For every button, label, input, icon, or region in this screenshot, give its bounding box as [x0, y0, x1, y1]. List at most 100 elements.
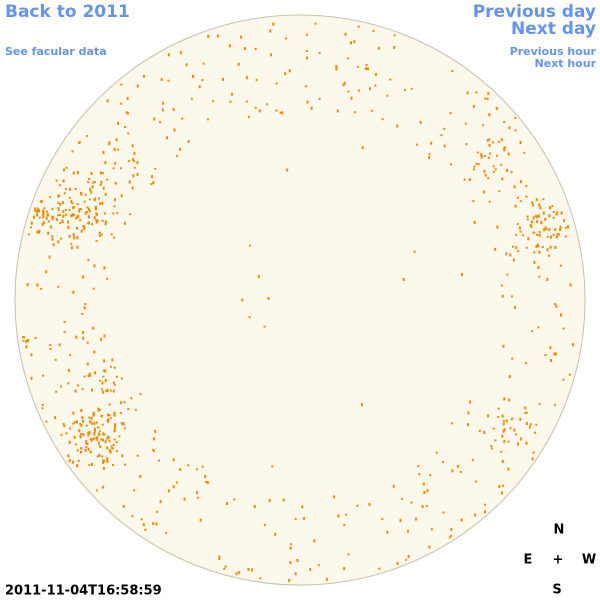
- facula: [564, 226, 567, 229]
- facula: [102, 432, 105, 436]
- facula: [249, 244, 251, 247]
- facula: [263, 524, 266, 527]
- facula: [524, 362, 527, 365]
- facula: [240, 35, 243, 39]
- facula: [74, 188, 77, 190]
- facula: [114, 423, 117, 427]
- facula: [79, 435, 82, 439]
- facula: [159, 500, 162, 504]
- facula: [218, 558, 221, 561]
- facula: [525, 411, 528, 414]
- facula: [70, 246, 73, 250]
- facula: [76, 203, 79, 206]
- facula: [79, 451, 82, 454]
- facula: [153, 437, 155, 441]
- facula: [353, 111, 356, 114]
- facula: [90, 190, 93, 194]
- facula: [79, 219, 82, 222]
- facula: [82, 336, 85, 340]
- facula: [74, 389, 77, 393]
- facula: [151, 175, 154, 179]
- facula: [55, 179, 58, 182]
- facula: [116, 211, 119, 214]
- facula: [318, 52, 321, 55]
- facula: [542, 198, 545, 201]
- facula: [99, 183, 102, 186]
- facula: [34, 209, 37, 212]
- facula: [546, 235, 549, 238]
- facula: [133, 489, 136, 492]
- facula: [216, 34, 219, 38]
- facula: [113, 147, 116, 151]
- facula: [51, 237, 54, 241]
- facula: [30, 353, 33, 357]
- facula: [553, 352, 556, 356]
- facula: [466, 91, 469, 95]
- facula: [86, 442, 89, 445]
- facula: [478, 429, 481, 432]
- back-link[interactable]: Back to 2011: [5, 2, 130, 22]
- facula: [116, 450, 118, 453]
- facula: [511, 295, 513, 298]
- facula: [96, 213, 98, 216]
- facula: [489, 152, 491, 155]
- facula: [80, 446, 83, 450]
- facula: [106, 460, 109, 464]
- facula: [161, 108, 164, 112]
- facular-link[interactable]: See facular data: [5, 45, 107, 58]
- facula: [487, 156, 490, 159]
- facula: [501, 177, 504, 181]
- facula: [84, 211, 87, 215]
- facula: [69, 354, 71, 357]
- facula: [120, 422, 123, 425]
- facula: [63, 331, 66, 333]
- facula: [74, 443, 77, 446]
- facula: [124, 126, 127, 128]
- facula: [84, 448, 87, 452]
- facula: [378, 567, 381, 570]
- facula: [517, 196, 519, 199]
- facula: [25, 340, 28, 343]
- facula: [63, 320, 66, 323]
- facula: [569, 283, 572, 287]
- facula: [35, 210, 38, 213]
- facula: [113, 198, 116, 202]
- facula: [93, 432, 96, 435]
- facula: [538, 203, 541, 207]
- facula: [57, 240, 60, 244]
- facula: [57, 201, 60, 204]
- next-hour-link[interactable]: Next hour: [535, 57, 597, 70]
- facula: [488, 200, 491, 203]
- facula: [42, 215, 45, 219]
- facula: [483, 155, 486, 158]
- facula: [205, 481, 208, 483]
- facula: [207, 34, 210, 38]
- previous-hour-link[interactable]: Previous hour: [510, 45, 597, 58]
- facula: [505, 419, 508, 423]
- facula: [155, 522, 158, 526]
- facula: [110, 445, 113, 448]
- facula: [49, 348, 52, 350]
- facula: [492, 141, 495, 144]
- facula: [78, 209, 81, 213]
- facula: [113, 411, 116, 415]
- facula: [510, 171, 513, 174]
- facula: [82, 331, 85, 334]
- facula: [505, 252, 508, 256]
- facula: [90, 172, 93, 175]
- facula: [423, 491, 426, 494]
- facula: [75, 217, 78, 220]
- facula: [81, 416, 84, 420]
- next-day-link[interactable]: Next day: [511, 19, 596, 39]
- facula: [88, 372, 91, 376]
- facula: [82, 225, 85, 227]
- facula: [101, 485, 104, 489]
- facula: [473, 165, 476, 168]
- facula: [114, 161, 117, 165]
- previous-day-link[interactable]: Previous day: [473, 2, 596, 22]
- facula: [83, 375, 86, 378]
- facula: [165, 531, 167, 534]
- facula: [72, 460, 74, 464]
- facula: [63, 168, 65, 172]
- facula: [88, 198, 91, 201]
